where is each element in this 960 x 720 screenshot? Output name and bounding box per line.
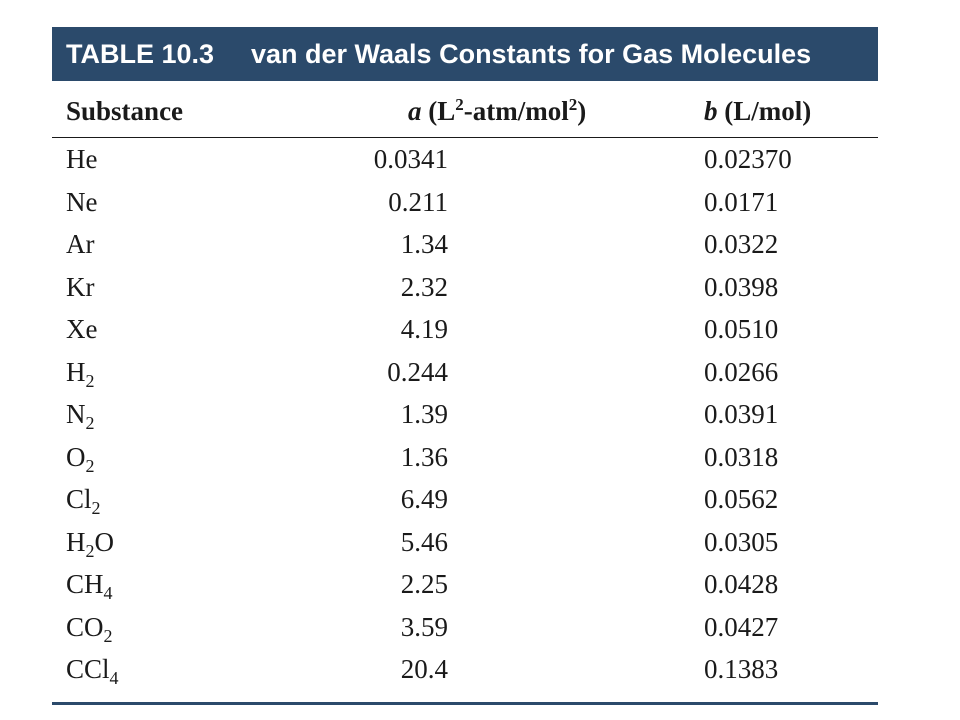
substance-subscript: 2 [85, 370, 95, 391]
substance-subscript: 2 [85, 455, 95, 476]
b-value-cell: 0.0305 [704, 526, 779, 557]
substance-cell: CH4 [66, 569, 113, 603]
a-value-cell: 0.244 [387, 356, 448, 387]
a-value-cell: 1.34 [400, 229, 448, 259]
a-unit-post: ) [577, 96, 587, 126]
table-row: N2 1.39 0.0391 [52, 395, 878, 438]
b-value-cell: 0.0562 [704, 484, 779, 514]
table-body: He 0.0341 0.02370 Ne 0.211 0.0171 Ar 1.34 0.0322… [52, 140, 878, 693]
b-value-cell: 0.02370 [704, 144, 792, 174]
b-unit: (L/mol) [724, 96, 812, 126]
b-value-cell: 0.0398 [704, 271, 779, 302]
substance-cell: Ne [66, 187, 97, 218]
substance-cell: H2 [66, 356, 95, 391]
substance-cell: CCl4 [66, 654, 119, 688]
b-value-cell: 0.0266 [704, 356, 779, 387]
substance-symbol: Ar [66, 229, 95, 259]
substance-symbol: Cl [66, 484, 92, 514]
a-value-cell: 1.39 [400, 399, 448, 429]
substance-symbol: N [66, 399, 86, 429]
table-row: H2O 5.46 0.0305 [52, 523, 878, 566]
b-value-cell: 0.0318 [704, 441, 779, 472]
substance-symbol: H [66, 526, 86, 557]
a-value-cell: 20.4 [400, 654, 448, 684]
a-value-cell: 3.59 [400, 611, 448, 642]
table-row: CCl4 20.4 0.1383 [52, 650, 878, 693]
table-title-banner: TABLE 10.3 van der Waals Constants for G… [52, 27, 878, 81]
b-value-cell: 0.0391 [704, 399, 779, 429]
table-header-row: Substance a (L2-atm/mol2) b (L/mol) [52, 88, 878, 136]
substance-cell: Cl2 [66, 484, 101, 518]
substance-symbol: O [66, 441, 86, 472]
b-value-cell: 0.0171 [704, 186, 779, 217]
substance-subscript: 2 [91, 498, 101, 518]
a-value-cell: 2.32 [400, 271, 448, 302]
table-row: Ne 0.211 0.0171 [52, 183, 878, 226]
table-row: CH4 2.25 0.0428 [52, 565, 878, 608]
a-value-cell: 0.0341 [373, 144, 448, 174]
b-value-cell: 0.0510 [704, 314, 779, 344]
table-row: Kr 2.32 0.0398 [52, 268, 878, 311]
b-value-cell: 0.0428 [704, 569, 779, 599]
substance-symbol: CO [66, 611, 104, 642]
table-row: Cl2 6.49 0.0562 [52, 480, 878, 523]
substance-subscript: 4 [109, 668, 119, 688]
a-unit-sup2: 2 [568, 95, 578, 114]
substance-cell: Ar [66, 229, 95, 260]
b-value-cell: 0.1383 [704, 654, 779, 684]
substance-cell: He [66, 144, 97, 175]
column-header-substance: Substance [66, 96, 184, 126]
substance-symbol: Kr [66, 271, 95, 302]
table-title: van der Waals Constants for Gas Molecule… [251, 39, 812, 69]
substance-symbol: CCl [66, 654, 110, 684]
substance-symbol: H [66, 356, 86, 387]
substance-cell: Kr [66, 272, 95, 303]
a-value-cell: 0.211 [388, 186, 448, 217]
b-value-cell: 0.0322 [704, 229, 779, 259]
bottom-rule [52, 702, 878, 705]
substance-symbol: Ne [66, 186, 98, 217]
column-header-b: b (L/mol) [704, 96, 811, 127]
a-unit-pre: (L [428, 96, 456, 126]
table-row: H2 0.244 0.0266 [52, 353, 878, 396]
table-row: CO2 3.59 0.0427 [52, 608, 878, 651]
b-symbol: b [704, 96, 718, 126]
substance-subscript: 2 [85, 540, 95, 561]
a-value-cell: 6.49 [400, 484, 448, 514]
table-row: O2 1.36 0.0318 [52, 438, 878, 481]
a-unit-mid: -atm/mol [463, 96, 569, 126]
a-value-cell: 5.46 [400, 526, 448, 557]
substance-cell: O2 [66, 441, 95, 476]
substance-cell: Xe [66, 314, 97, 345]
column-header-a: a (L2-atm/mol2) [408, 96, 586, 127]
substance-cell: N2 [66, 399, 95, 433]
table-row: Ar 1.34 0.0322 [52, 225, 878, 268]
substance-symbol: Xe [66, 314, 98, 344]
b-value-cell: 0.0427 [704, 611, 779, 642]
substance-symbol: CH [66, 569, 104, 599]
header-rule [52, 137, 878, 138]
a-value-cell: 4.19 [400, 314, 448, 344]
substance-cell: H2O [66, 526, 115, 561]
substance-tail: O [94, 526, 115, 557]
substance-subscript: 2 [103, 625, 113, 646]
a-value-cell: 2.25 [400, 569, 448, 599]
substance-cell: CO2 [66, 611, 113, 646]
table-number: TABLE 10.3 [66, 39, 215, 69]
a-symbol: a [408, 96, 422, 126]
table-row: Xe 4.19 0.0510 [52, 310, 878, 353]
substance-subscript: 4 [103, 583, 113, 603]
substance-symbol: He [66, 144, 98, 174]
table-row: He 0.0341 0.02370 [52, 140, 878, 183]
a-unit-sup1: 2 [455, 95, 464, 114]
substance-subscript: 2 [85, 413, 95, 433]
a-value-cell: 1.36 [400, 441, 448, 472]
